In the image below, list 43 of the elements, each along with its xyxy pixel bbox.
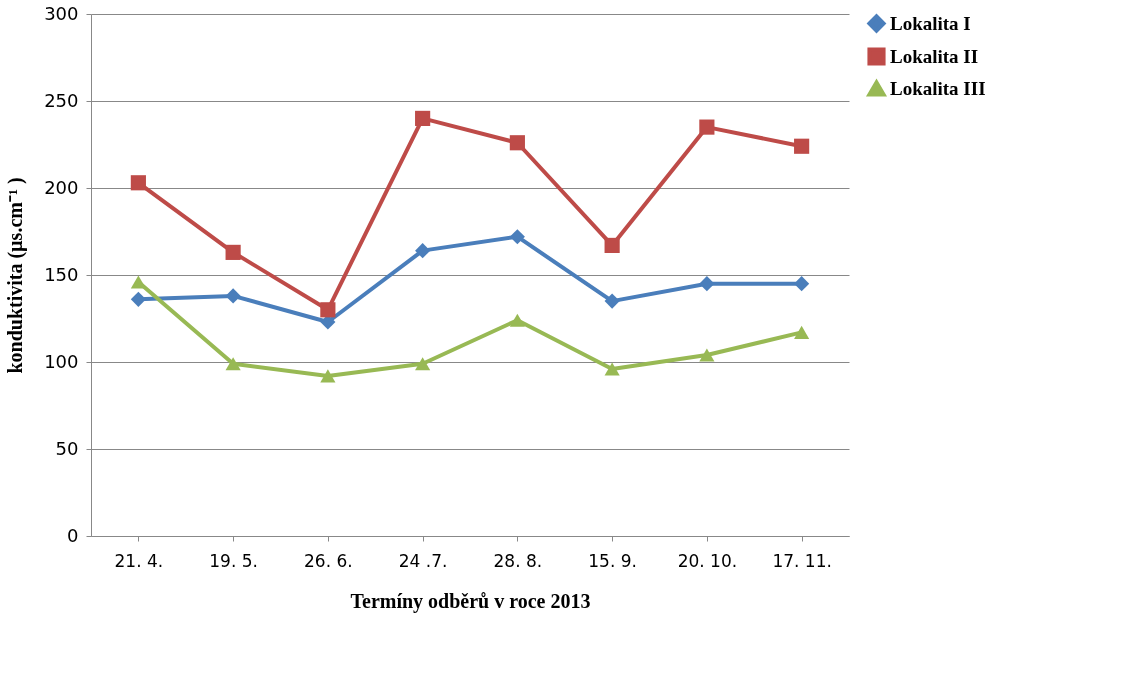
y-tick-label: 250 <box>44 89 79 111</box>
point <box>415 110 431 126</box>
y-tick-label: 150 <box>44 263 79 285</box>
y-tick-label: 200 <box>44 176 79 198</box>
point <box>130 175 146 191</box>
point <box>130 275 146 289</box>
legend-label: Lokalita I <box>890 12 971 34</box>
x-tick-label: 19. 5. <box>209 550 258 571</box>
x-tick-label: 21. 4. <box>114 550 164 571</box>
point <box>699 276 715 292</box>
x-tick-label: 17. 11. <box>772 550 832 571</box>
point <box>130 291 146 307</box>
point <box>604 362 620 376</box>
point <box>794 325 810 339</box>
point <box>225 244 241 260</box>
y-tick-label: 100 <box>44 350 79 372</box>
point <box>699 348 715 362</box>
x-axis-title: Termíny odběrů v roce 2013 <box>350 589 591 613</box>
point <box>794 276 810 292</box>
point <box>509 229 525 245</box>
point <box>509 313 525 327</box>
point <box>604 293 620 309</box>
point <box>794 138 810 154</box>
x-tick-label: 24 .7. <box>398 550 448 571</box>
y-tick-label: 50 <box>55 437 79 459</box>
point <box>225 357 241 371</box>
point <box>415 357 431 371</box>
point <box>415 243 431 259</box>
y-tick-label: 300 <box>44 2 79 24</box>
y-axis-title: konduktivita (µs.cm⁻¹ ) <box>4 177 28 374</box>
point <box>509 135 525 151</box>
point <box>604 237 620 253</box>
point <box>225 288 241 304</box>
legend-label: Lokalita II <box>890 45 979 67</box>
point <box>320 369 336 383</box>
x-tick-label: 26. 6. <box>304 550 353 571</box>
legend-label: Lokalita III <box>890 77 986 99</box>
point <box>699 119 715 135</box>
x-tick-label: 20. 10. <box>677 550 738 571</box>
x-tick-label: 28. 8. <box>493 550 543 571</box>
point <box>320 302 336 318</box>
x-tick-label: 15. 9. <box>588 550 637 571</box>
y-tick-label: 0 <box>67 524 79 546</box>
